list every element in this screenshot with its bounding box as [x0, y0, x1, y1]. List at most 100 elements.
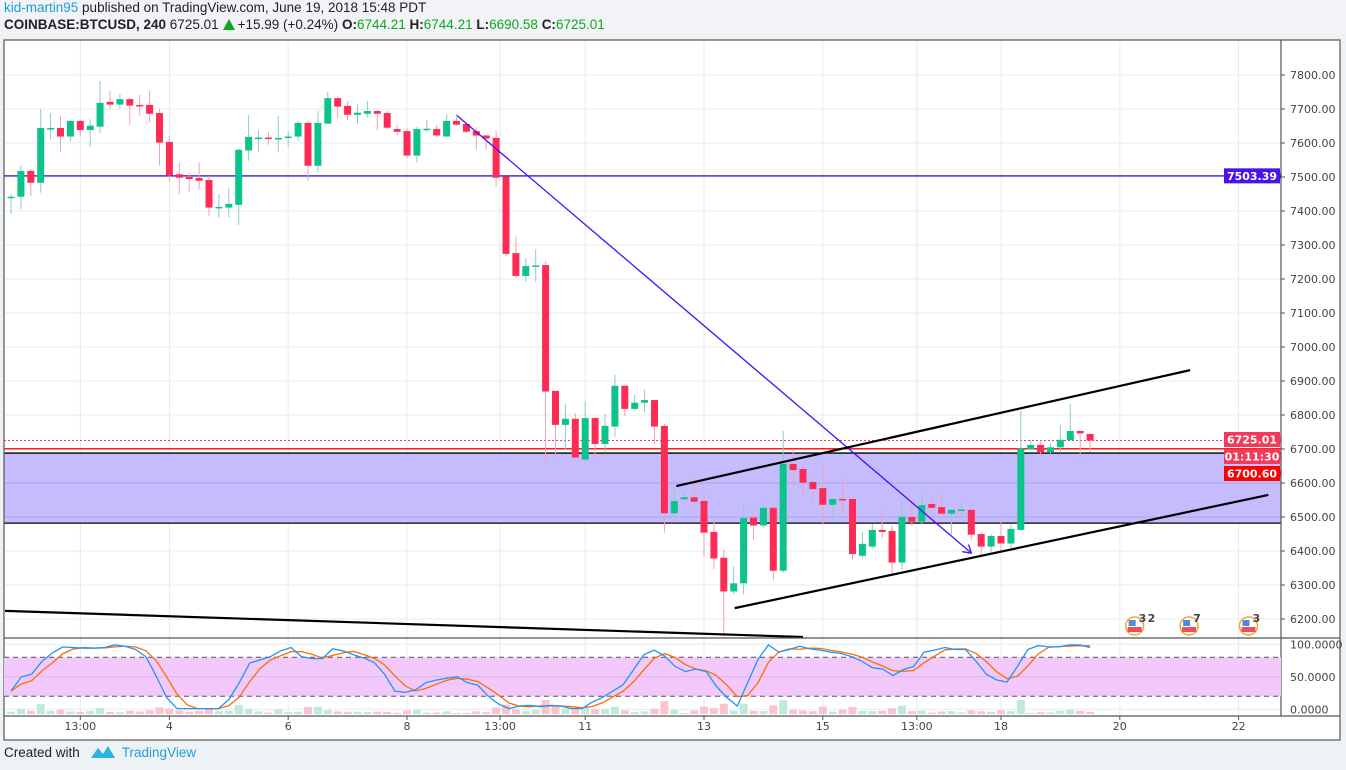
candle — [512, 236, 520, 278]
low-label: L: — [476, 17, 490, 32]
volume-bar — [333, 711, 342, 714]
tradingview-link[interactable]: TradingView — [121, 744, 197, 760]
volume-bar — [343, 711, 352, 714]
candle-body — [641, 400, 649, 403]
candle-body — [967, 509, 975, 535]
volume-bar — [46, 710, 55, 714]
price-axis-label: 7700.00 — [1290, 103, 1336, 116]
candle — [225, 187, 233, 218]
candle — [571, 412, 579, 460]
volume-bar — [620, 710, 629, 714]
price-axis-label: 7100.00 — [1290, 307, 1336, 320]
candle — [670, 487, 678, 522]
candle — [878, 510, 886, 538]
candle — [561, 403, 569, 450]
candle-body — [284, 136, 292, 139]
candle — [868, 523, 876, 549]
candle-body — [185, 177, 193, 180]
candle — [57, 115, 64, 152]
candle — [27, 168, 35, 197]
up-triangle-icon — [222, 19, 235, 30]
candle — [769, 507, 777, 581]
last-price: 6725.01 — [169, 17, 219, 32]
candle-body — [789, 463, 797, 471]
candle-body — [215, 206, 223, 209]
candle — [472, 127, 480, 150]
volume-bar — [1016, 700, 1025, 714]
candle — [1017, 410, 1025, 531]
volume-bar — [1076, 710, 1085, 714]
channel-upper-line — [676, 369, 1191, 488]
candle-body — [294, 122, 302, 137]
time-axis-label: 15 — [816, 720, 830, 733]
candle — [789, 450, 797, 486]
candle-body — [591, 418, 599, 444]
candle — [710, 519, 718, 570]
candle-body — [175, 174, 183, 178]
symbol-label[interactable]: COINBASE:BTCUSD, 240 — [4, 17, 167, 32]
volume-bar — [977, 711, 986, 714]
time-axis-label: 13:00 — [901, 720, 933, 733]
candle — [1086, 433, 1094, 453]
candle — [492, 131, 500, 187]
candle — [1037, 440, 1045, 456]
volume-bar — [957, 712, 966, 714]
volume-bar — [650, 708, 659, 714]
volume-bar — [66, 711, 75, 714]
tag-label: 6700.60 — [1227, 468, 1277, 481]
candle-body — [423, 128, 431, 131]
volume-bar — [601, 709, 609, 714]
candle — [314, 111, 322, 173]
volume-bar — [1006, 711, 1015, 714]
candle-body — [1037, 444, 1045, 453]
price-axis-label: 7300.00 — [1290, 239, 1336, 252]
candle-body — [126, 99, 134, 106]
candle — [126, 97, 134, 125]
tag-background — [1224, 449, 1280, 464]
chart-frame — [3, 39, 1341, 741]
candle — [17, 165, 25, 209]
volume-bar — [947, 711, 956, 714]
time-axis-label: 13 — [697, 720, 711, 733]
volume-bar — [828, 711, 837, 714]
tag-pointer-icon — [1280, 452, 1281, 461]
volume-bar — [214, 711, 223, 714]
candle — [393, 124, 401, 136]
candle-body — [512, 253, 520, 276]
volume-bar — [462, 712, 471, 714]
time-axis-label: 13:00 — [64, 720, 96, 733]
volume-bar — [630, 712, 639, 714]
candle — [849, 498, 856, 560]
candle-body — [1017, 448, 1025, 530]
candle-body — [76, 120, 84, 131]
volume-bar — [719, 703, 728, 714]
high-value: 6744.21 — [423, 17, 473, 32]
candle-body — [611, 385, 619, 427]
candle-body — [86, 125, 94, 131]
candle-body — [1066, 430, 1074, 441]
candle-body — [502, 176, 510, 254]
volume-bar — [442, 711, 451, 714]
candle — [621, 385, 629, 417]
candle — [740, 505, 748, 595]
price-axis-label: 6900.00 — [1290, 375, 1336, 388]
volume-bar — [511, 709, 520, 714]
candle — [1047, 442, 1054, 456]
candle-body — [730, 583, 738, 592]
candle — [66, 120, 74, 142]
candle-body — [264, 137, 272, 140]
tradingview-logo-icon — [90, 746, 115, 758]
candle-body — [393, 129, 401, 132]
candle — [690, 475, 698, 506]
candle — [660, 423, 668, 533]
author-link[interactable]: kid-martin95 — [4, 0, 79, 15]
volume-bar — [1056, 710, 1065, 714]
volume-bar — [937, 711, 946, 714]
time-axis-label: 20 — [1113, 720, 1127, 733]
candle-body — [146, 104, 154, 114]
candle-body — [1047, 447, 1054, 453]
candle — [443, 114, 451, 137]
candle-body — [17, 170, 25, 197]
volume-bar — [155, 707, 164, 714]
